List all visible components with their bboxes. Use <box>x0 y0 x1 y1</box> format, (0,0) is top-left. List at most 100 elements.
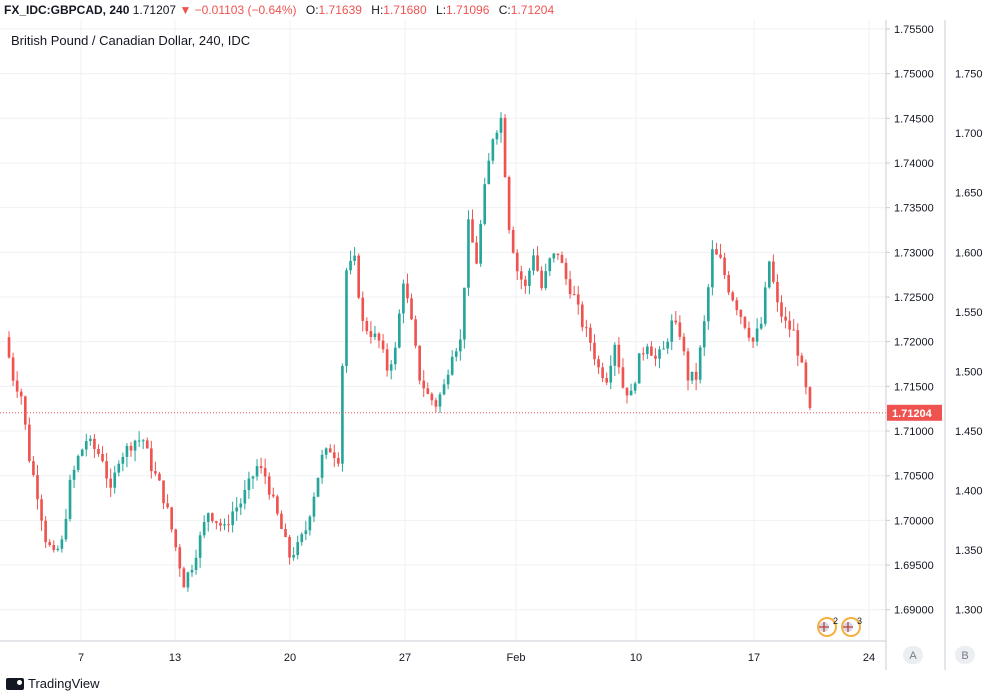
candle-body <box>206 513 210 523</box>
candle-body <box>194 557 198 570</box>
candle-body <box>166 503 169 508</box>
secondary-tick-label: 1.400 <box>955 486 983 498</box>
candle-body <box>442 384 446 395</box>
candle-body <box>296 542 300 555</box>
candle-body <box>426 388 430 394</box>
brand-name: TradingView <box>28 676 100 691</box>
event-badge-count: 3 <box>857 616 862 626</box>
tradingview-logo[interactable]: TradingView <box>6 676 100 691</box>
candle-body <box>398 313 401 348</box>
close-label: C: <box>498 3 511 17</box>
candle-body <box>719 254 722 258</box>
candle-body <box>450 356 454 375</box>
time-tick-label: 20 <box>284 652 296 664</box>
candle-body <box>678 322 682 337</box>
candle-body <box>792 329 796 331</box>
last-price-tag-label: 1.71204 <box>892 408 933 420</box>
candle-body <box>145 440 149 449</box>
candle-body <box>402 283 405 314</box>
candle-body <box>349 260 352 271</box>
candle-body <box>170 507 173 530</box>
candle-body <box>580 304 584 328</box>
scale-button-a[interactable]: A <box>903 646 923 664</box>
candle-body <box>772 261 775 282</box>
candle-body <box>198 535 202 558</box>
price-tick-label: 1.71500 <box>894 381 934 393</box>
candle-body <box>223 524 226 526</box>
candle-body <box>316 477 320 497</box>
candle-body <box>385 349 389 371</box>
candle-body <box>694 371 698 380</box>
candle-body <box>666 341 669 349</box>
candle-body <box>711 249 714 288</box>
candle-body <box>418 345 421 381</box>
candle-body <box>487 160 491 185</box>
candle-body <box>479 223 482 264</box>
candle-body <box>422 380 426 389</box>
candle-body <box>670 320 674 342</box>
candle-body <box>597 359 600 368</box>
price-tick-label: 1.71000 <box>894 426 934 438</box>
price-tick-label: 1.73000 <box>894 247 934 259</box>
candle-body <box>76 455 80 470</box>
candle-body <box>467 219 470 288</box>
symbol-name[interactable]: FX_IDC:GBPCAD, 240 <box>4 3 130 17</box>
candle-body <box>337 458 340 464</box>
candle-body <box>784 316 787 321</box>
candle-body <box>11 357 15 381</box>
candle-body <box>255 466 259 477</box>
candle-body <box>182 568 186 588</box>
candle-body <box>698 347 702 380</box>
candle-body <box>113 472 117 488</box>
candle-body <box>544 271 548 289</box>
candle-body <box>739 310 743 317</box>
candle-body <box>702 321 706 348</box>
candle-body <box>767 261 771 288</box>
candle-body <box>56 548 60 551</box>
candle-body <box>215 521 218 523</box>
candle-body <box>511 229 515 253</box>
candle-body <box>503 117 507 178</box>
candle-body <box>617 344 621 368</box>
candle-body <box>162 480 165 504</box>
candle-body <box>491 139 495 161</box>
candle-body <box>271 494 275 497</box>
grid <box>0 20 886 641</box>
candle-body <box>654 355 657 359</box>
last-price: 1.71207 <box>132 3 177 17</box>
candle-body <box>430 393 434 401</box>
candle-body <box>312 496 316 517</box>
candle-body <box>454 351 458 357</box>
secondary-tick-label: 1.500 <box>955 366 983 378</box>
candle-body <box>540 270 543 289</box>
candle-body <box>613 344 617 366</box>
price-tick-label: 1.74500 <box>894 113 934 125</box>
candle-body <box>641 353 645 355</box>
candle-body <box>357 255 361 298</box>
close-value: 1.71204 <box>510 3 555 17</box>
candle-body <box>723 257 726 276</box>
candle-body <box>625 387 629 396</box>
candle-body <box>93 438 96 449</box>
candle-body <box>284 528 287 537</box>
candle-body <box>377 333 381 341</box>
secondary-tick-label: 1.700 <box>955 128 983 140</box>
candle-body <box>483 184 487 224</box>
candle-body <box>280 513 283 529</box>
candle-body <box>324 448 328 455</box>
price-tick-label: 1.73500 <box>894 203 934 215</box>
price-chart[interactable]: 1.71204 British Pound / Canadian Dollar,… <box>0 20 993 670</box>
candle-body <box>495 132 499 140</box>
candle-body <box>389 364 393 371</box>
price-tick-label: 1.74000 <box>894 158 934 170</box>
price-tick-label: 1.75500 <box>894 24 934 36</box>
event-badge-uk-2[interactable]: 3 <box>841 616 862 637</box>
candle-body <box>524 279 527 286</box>
last-price-tag <box>887 404 942 421</box>
price-tick-label: 1.75000 <box>894 69 934 81</box>
scale-button-b-label: B <box>961 650 968 662</box>
candle-body <box>23 396 27 425</box>
event-badge-uk-1[interactable]: 2 <box>817 616 838 637</box>
scale-button-b[interactable]: B <box>955 646 975 664</box>
candle-body <box>219 522 222 526</box>
